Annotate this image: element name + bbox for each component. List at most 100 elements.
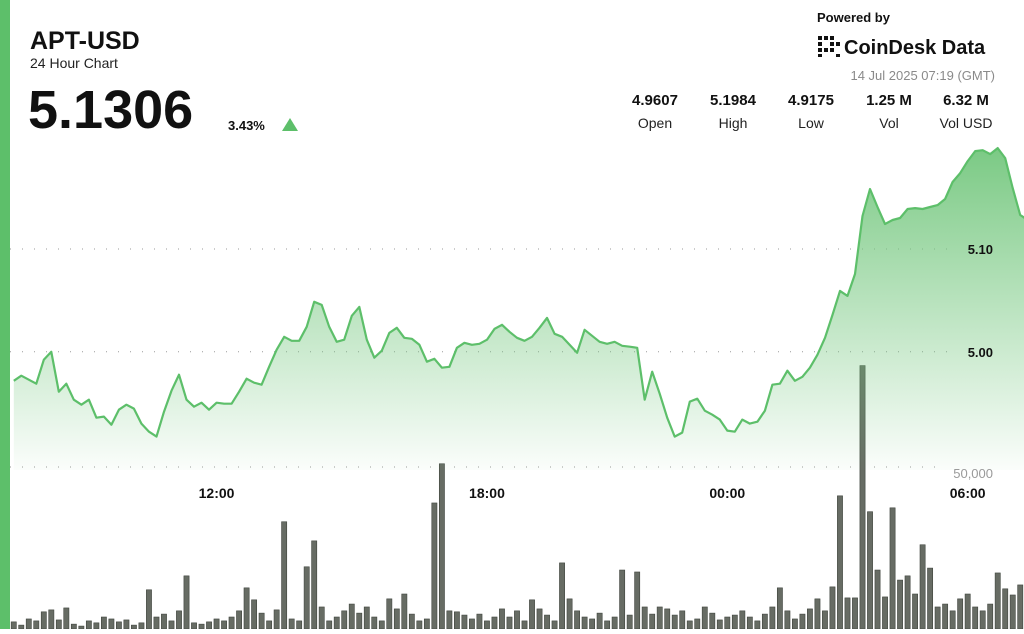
volume-bar [1002,588,1009,630]
volume-bar [686,620,693,630]
volume-bar [266,620,273,630]
stat-value: 6.32 M [943,92,989,109]
volume-bar [454,611,460,630]
volume-bar [198,623,205,630]
volume-bar [108,618,115,630]
volume-bar [288,618,295,630]
volume-bar [604,620,611,630]
volume-bar [536,608,543,630]
volume-bar [378,620,385,630]
volume-bar [776,587,783,630]
volume-bar [964,593,971,630]
volume-bar [889,507,896,630]
volume-bar [258,612,265,630]
x-tick-label: 06:00 [950,485,986,501]
volume-bar [318,606,325,630]
volume-bar [559,562,565,630]
volume-bar [897,579,903,630]
volume-bar [18,624,25,630]
volume-bar [363,606,370,630]
volume-bar [731,614,738,630]
volume-bar [626,614,633,630]
volume-bar [656,606,663,630]
volume-bar [33,620,40,630]
volume-bar [724,616,731,630]
volume-bar [1017,584,1024,630]
volume-bar [206,621,212,630]
volume-bar [852,597,858,630]
volume-bar [281,521,288,630]
volume-bar [761,613,768,630]
volume-bar [423,618,430,630]
volume-bar [48,609,55,630]
volume-bar [506,616,513,630]
volume-bar [799,613,806,630]
volume-bar [754,620,761,630]
volume-bar [176,610,182,630]
volume-bar [822,610,828,630]
volume-bar [1009,594,1016,630]
volume-bar [739,610,746,630]
volume-bar [919,544,926,630]
volume-bar [446,610,453,630]
volume-bar [168,620,175,630]
volume-bar [589,618,596,630]
volume-bar [619,569,626,630]
volume-bar [296,620,303,630]
volume-bar [356,612,363,630]
volume-bar [867,511,873,630]
volume-bar [769,606,776,630]
volume-bar [716,619,723,630]
volume-bar [972,606,979,630]
volume-bar [63,607,70,630]
volume-bar [183,575,190,630]
volume-bar [393,608,400,630]
stat-label: Vol [879,115,898,131]
volume-bar [814,598,821,630]
symbol: APT-USD [30,27,140,55]
volume-bar [596,612,603,630]
volume-bar [251,599,258,630]
volume-bar [521,620,528,630]
price-line [13,147,1024,438]
volume-bar [348,603,355,630]
volume-bar [566,598,573,630]
volume-bar [942,603,949,630]
volume-bar [994,572,1001,630]
volume-bar [784,610,791,630]
volume-bar [93,622,100,630]
volume-bar [529,599,535,630]
volume-bar [649,613,656,630]
powered-by: Powered by [817,10,891,25]
x-tick-label: 00:00 [709,485,745,501]
volume-bar [611,616,618,630]
volume-bar [153,616,160,630]
volume-bar [243,587,250,630]
volume-bar [131,624,137,630]
volume-bar [138,622,145,630]
stat-label: Vol USD [940,115,993,131]
volume-bar [116,621,122,630]
volume-bar [807,608,813,630]
x-tick-label: 12:00 [199,485,235,501]
volume-bar [574,610,580,630]
stat-value: 5.1984 [710,92,757,109]
volume-bar [10,621,17,630]
y-tick-label: 5.00 [968,345,993,360]
volume-bar [326,620,333,630]
y2-tick-label: 50,000 [953,466,993,481]
volume-bar [476,613,483,630]
volume-bar [514,610,520,630]
volume-bar [401,593,408,630]
volume-bar [461,614,468,630]
volume-bar [904,575,911,630]
volume-bar [927,567,934,630]
timestamp: 14 Jul 2025 07:19 (GMT) [850,68,995,83]
accent-bar [0,0,10,629]
volume-bar [746,616,753,630]
volume-bar [874,569,881,630]
volume-bar [484,620,490,630]
volume-bar [408,613,415,630]
volume-bar [491,616,498,630]
volume-bar [641,606,648,630]
